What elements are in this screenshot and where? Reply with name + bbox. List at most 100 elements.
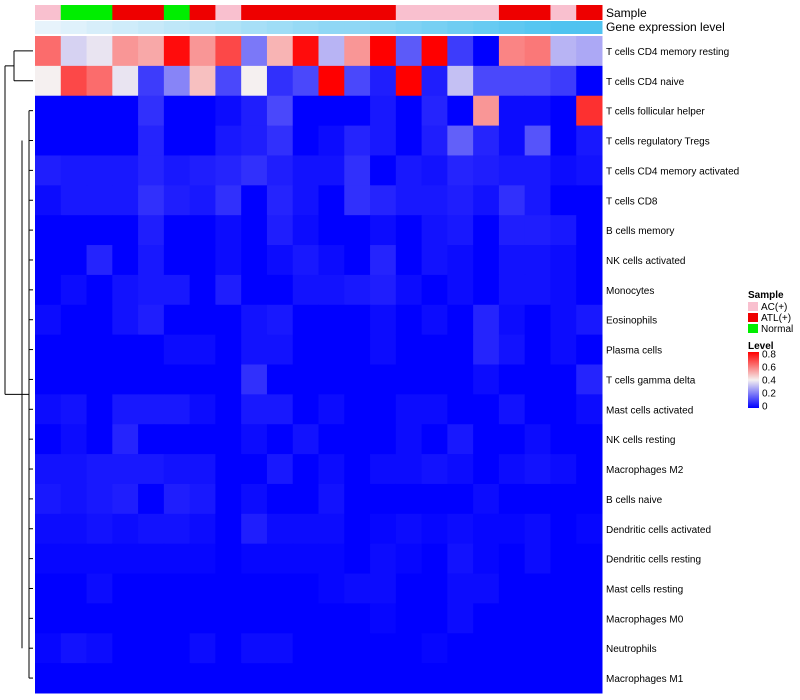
heatmap-cell: [266, 215, 294, 246]
heatmap-cell: [473, 483, 500, 515]
heatmap-cell: [60, 483, 88, 515]
heatmap-cell: [576, 155, 603, 186]
heatmap-cell: [163, 36, 191, 67]
heatmap-cell: [138, 185, 165, 216]
sample-annotation-cell: [318, 5, 345, 20]
heatmap-cell: [266, 185, 294, 216]
heatmap-cell: [138, 483, 165, 515]
row-label: Mast cells resting: [606, 584, 683, 595]
sample-legend-swatch: [748, 302, 758, 311]
heatmap-cell: [60, 65, 88, 97]
heatmap-cell: [35, 215, 62, 246]
sample-annotation-cell: [189, 5, 216, 20]
heatmap-cell: [344, 36, 371, 67]
heatmap-cell: [138, 245, 165, 276]
heatmap-cell: [318, 274, 345, 306]
heatmap-cell: [163, 334, 191, 365]
heatmap-cell: [60, 424, 88, 455]
heatmap-cell: [112, 36, 139, 67]
heatmap-cell: [35, 185, 62, 216]
heatmap-cell: [395, 633, 423, 664]
heatmap-cell: [292, 304, 319, 336]
heatmap-cell: [550, 304, 577, 336]
heatmap-cell: [138, 543, 165, 575]
sample-annotation-cell: [215, 5, 242, 20]
heatmap-cell: [189, 543, 216, 575]
heatmap-cell: [498, 603, 526, 634]
heatmap-cell: [138, 95, 165, 127]
heatmap-cell: [292, 483, 319, 515]
heatmap-cell: [370, 573, 397, 604]
heatmap-cell: [524, 274, 551, 306]
heatmap-cell: [447, 633, 474, 664]
heatmap-cell: [421, 125, 448, 156]
heatmap-cell: [138, 215, 165, 246]
heatmap-cell: [241, 185, 268, 216]
heatmap-cell: [318, 36, 345, 67]
heatmap-cell: [163, 185, 191, 216]
level-legend-tick: 0.2: [762, 389, 776, 400]
heatmap-cell: [576, 274, 603, 306]
heatmap-cell: [292, 155, 319, 186]
heatmap-cell: [421, 364, 448, 395]
row-label: Neutrophils: [606, 644, 657, 655]
heatmap-cell: [35, 483, 62, 515]
heatmap-cell: [576, 483, 603, 515]
gene-expression-annotation-cell: [138, 21, 165, 34]
gene-expression-annotation-cell: [292, 21, 319, 34]
heatmap-cell: [112, 95, 139, 127]
heatmap-cell: [112, 215, 139, 246]
heatmap-cell: [266, 394, 294, 425]
heatmap-cell: [35, 603, 62, 634]
heatmap-cell: [215, 245, 242, 276]
heatmap-cell: [550, 543, 577, 575]
heatmap-cell: [550, 245, 577, 276]
heatmap-cell: [163, 633, 191, 664]
row-label: T cells gamma delta: [606, 375, 696, 386]
heatmap-cell: [473, 543, 500, 575]
sample-annotation-cell: [473, 5, 500, 20]
heatmap-cell: [498, 36, 526, 67]
heatmap-cell: [370, 304, 397, 336]
heatmap-cell: [421, 543, 448, 575]
heatmap-cell: [498, 483, 526, 515]
heatmap-cell: [447, 513, 474, 545]
heatmap-cell: [138, 394, 165, 425]
heatmap-cell: [112, 633, 139, 664]
heatmap-cell: [524, 543, 551, 575]
sample-annotation-cell: [395, 5, 423, 20]
heatmap-cell: [421, 245, 448, 276]
heatmap-cell: [292, 274, 319, 306]
heatmap-cell: [395, 513, 423, 545]
heatmap-cell: [421, 424, 448, 455]
heatmap-cell: [473, 663, 500, 694]
heatmap-cell: [163, 364, 191, 395]
heatmap-cell: [576, 245, 603, 276]
heatmap-cell: [112, 543, 139, 575]
heatmap-cell: [395, 424, 423, 455]
heatmap-cell: [395, 663, 423, 694]
heatmap-cell: [447, 663, 474, 694]
heatmap-cell: [550, 394, 577, 425]
heatmap-cell: [498, 215, 526, 246]
heatmap-cell: [86, 364, 113, 395]
heatmap-cell: [60, 36, 88, 67]
heatmap-cell: [318, 215, 345, 246]
heatmap-cell: [112, 125, 139, 156]
heatmap-cell: [189, 95, 216, 127]
heatmap-cell: [447, 454, 474, 485]
gene-expression-annotation-label: Gene expression level: [606, 20, 725, 34]
heatmap-cell: [447, 603, 474, 634]
heatmap-cell: [550, 125, 577, 156]
heatmap-cell: [163, 245, 191, 276]
level-legend: Level 0.8 0.6 0.4 0.2 0: [748, 341, 776, 413]
heatmap-cell: [266, 65, 294, 97]
heatmap-cell: [163, 483, 191, 515]
sample-annotation-cell: [163, 5, 191, 20]
heatmap-cell: [498, 454, 526, 485]
row-label: NK cells activated: [606, 256, 685, 267]
heatmap-cell: [241, 245, 268, 276]
gene-expression-annotation-cell: [266, 21, 294, 34]
heatmap-cell: [370, 483, 397, 515]
heatmap-cell: [498, 245, 526, 276]
